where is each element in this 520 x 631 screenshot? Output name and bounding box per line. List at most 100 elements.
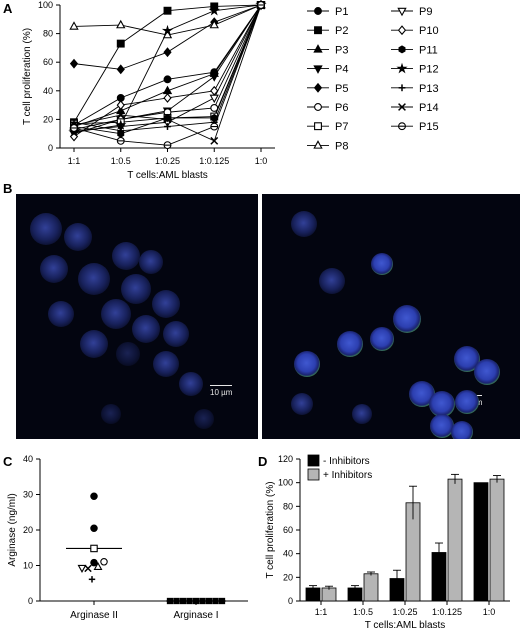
data-point-p12 (208, 4, 220, 16)
legend-marker-p9 (397, 7, 407, 17)
cell (78, 263, 110, 295)
cell (291, 393, 313, 415)
cell (370, 327, 394, 351)
microscopy-image-left: 10 µm (16, 194, 258, 439)
legend-label-p10: P10 (419, 25, 439, 37)
cell (163, 321, 189, 347)
data-point-arginase-i (212, 597, 219, 605)
x-axis-label-a: T cells:AML blasts (127, 170, 208, 181)
y-tick-label-d: 120 (278, 454, 293, 464)
bar-plus-inhibitors (489, 478, 505, 602)
bar-plus-inhibitors (447, 478, 463, 602)
legend-item-p14: P14 (391, 102, 439, 114)
legend-marker-p8 (313, 140, 323, 149)
legend-marker-p3 (313, 44, 323, 53)
cell (80, 330, 108, 358)
x-tick-label-a: 1:0.25 (155, 156, 180, 166)
y-tick-label-d: 60 (283, 525, 293, 535)
arginase-dot-plot: 0 10 20 30 40 Arginase (ng/ml) Arginase II Argi… (7, 454, 248, 621)
data-point-p3 (116, 105, 126, 115)
legend-item-p10: P10 (391, 25, 439, 37)
data-point-p15 (116, 136, 125, 145)
y-tick-label-c: 0 (28, 596, 33, 606)
legend-item-p6: P6 (307, 102, 348, 114)
cell (101, 299, 131, 329)
x-tick-label-a: 1:1 (68, 156, 81, 166)
data-point-p10 (210, 85, 219, 96)
panel-label-d: D (258, 454, 268, 469)
data-point-arginase-ii (84, 564, 92, 573)
cell (116, 342, 140, 366)
legend-label: + Inhibitors (323, 470, 372, 481)
x-axis-label-d: T cells:AML blasts (365, 620, 446, 631)
y-tick-label-c: 30 (23, 490, 33, 500)
y-axis-label-d: T cell proliferation (%) (265, 481, 276, 578)
legend-label-p14: P14 (419, 102, 439, 114)
scale-label-left: 10 µm (210, 388, 233, 397)
y-axis-label-a: T cell proliferation (%) (22, 28, 33, 125)
bar-plus-inhibitors (321, 587, 337, 602)
data-point-arginase-i (205, 597, 213, 605)
x-tick-label-d: 1:1 (315, 607, 328, 617)
y-tick-label-d: 80 (283, 501, 293, 511)
data-point-p12 (115, 119, 127, 130)
data-point-arginase-i (199, 597, 206, 605)
legend-item-p7: P7 (307, 121, 348, 133)
data-point-arginase-ii (90, 544, 98, 553)
y-tick-label-d: 20 (283, 572, 293, 582)
cell (319, 268, 345, 294)
y-axis-label-c: Arginase (ng/ml) (7, 493, 18, 566)
y-tick-label-a: 60 (43, 57, 53, 67)
legend-label-p11: P11 (419, 44, 438, 56)
legend-marker-p5 (313, 82, 323, 93)
y-tick-label-a: 20 (43, 114, 53, 124)
series-line-p2 (73, 4, 262, 123)
legend-marker-p11 (398, 45, 406, 54)
legend-item-p1: P1 (307, 6, 348, 18)
y-tick-label-a: 0 (48, 143, 53, 153)
cell (101, 404, 121, 424)
data-point-arginase-ii (93, 561, 103, 571)
y-tick-label-d: 0 (288, 596, 293, 606)
cell (194, 409, 214, 429)
cell (352, 404, 372, 424)
data-point-arginase-ii (90, 492, 98, 501)
x-tick-label-d: 1:0.125 (432, 607, 462, 617)
legend-label-p7: P7 (335, 121, 348, 133)
legend-marker-p12 (396, 62, 408, 74)
data-point-p1 (163, 75, 172, 84)
data-point-p5 (69, 58, 79, 69)
x-tick-label-a: 1:0.125 (199, 156, 229, 166)
panel-label-c: C (3, 454, 13, 469)
legend-label-p1: P1 (335, 6, 348, 18)
legend-item-p13: P13 (391, 83, 439, 95)
data-point-p15 (70, 124, 78, 132)
data-point-arginase-i (179, 597, 187, 605)
cell (64, 223, 92, 251)
legend-label-p12: P12 (419, 64, 439, 76)
legend-label-p3: P3 (335, 44, 348, 56)
data-point-p8 (69, 21, 79, 30)
legend-item-p5: P5 (307, 83, 348, 95)
legend-item-p4: P4 (307, 64, 348, 76)
legend-marker-p1 (314, 7, 322, 15)
cell (337, 331, 363, 357)
data-point-p15 (210, 122, 219, 131)
legend-label-p13: P13 (419, 83, 439, 95)
data-point-p15 (163, 141, 172, 150)
cell (393, 305, 421, 333)
cell (451, 421, 473, 439)
cell (132, 315, 160, 343)
data-point-arginase-ii (100, 558, 108, 566)
data-point-arginase-ii (77, 564, 87, 573)
series-line-p1 (73, 4, 262, 126)
cell (40, 255, 68, 283)
legend-item-p12: P12 (391, 62, 439, 76)
microscopy-panel: 10 µm 10 µm (16, 194, 520, 439)
legend-item-p3: P3 (307, 44, 348, 56)
cell (48, 301, 74, 327)
cell (112, 242, 140, 270)
legend-label-p8: P8 (335, 140, 348, 152)
legend-marker-p15 (398, 122, 406, 131)
legend-item-p8: P8 (307, 140, 348, 152)
